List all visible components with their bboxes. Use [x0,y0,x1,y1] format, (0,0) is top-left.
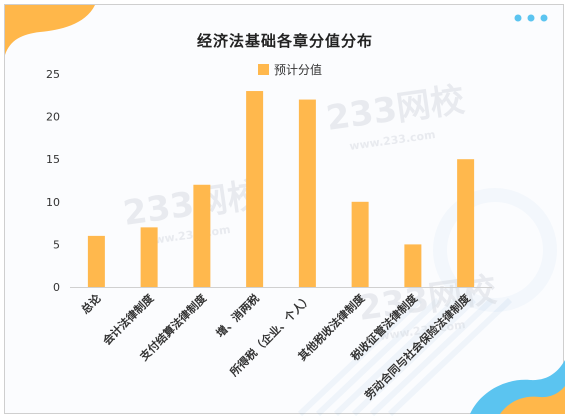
x-tick-label: 总论 [78,291,104,317]
bar [457,159,475,287]
decor-dot-3 [540,14,548,22]
decor-shapes [5,5,565,417]
x-tick-label: 会计法律制度 [100,291,157,348]
bar [351,201,369,287]
legend: 预计分值 [258,62,322,77]
bar [246,91,264,287]
y-axis: 0 5 10 15 20 25 [46,68,60,294]
bar [87,235,105,287]
bar [140,227,158,287]
y-tick-label: 15 [46,153,60,166]
bars [87,91,475,287]
decor-orange-blob-bottom-right [500,386,565,414]
decor-orange-blob-top-left [5,5,95,55]
y-tick-label: 10 [46,196,60,209]
decor-dot-2 [527,14,535,22]
decor-dot-1 [514,14,522,22]
y-tick-label: 20 [46,111,60,124]
legend-swatch [258,64,269,75]
x-tick-label: 增、消两税 [213,291,262,340]
chart-title: 经济法基础各章分值分布 [196,32,373,50]
watermark-text-3: 233网校 [356,270,499,329]
decor-circle [433,188,557,312]
watermark-text-1: 233网校 [324,80,467,139]
watermark-text-2: 233网校 [121,175,264,234]
y-tick-label: 25 [46,68,60,81]
bar [404,244,422,287]
legend-label: 预计分值 [274,62,322,77]
decor-stripes [297,297,513,417]
bar [193,184,211,287]
y-tick-label: 5 [53,238,60,251]
y-tick-label: 0 [53,281,60,294]
bar [298,99,316,287]
